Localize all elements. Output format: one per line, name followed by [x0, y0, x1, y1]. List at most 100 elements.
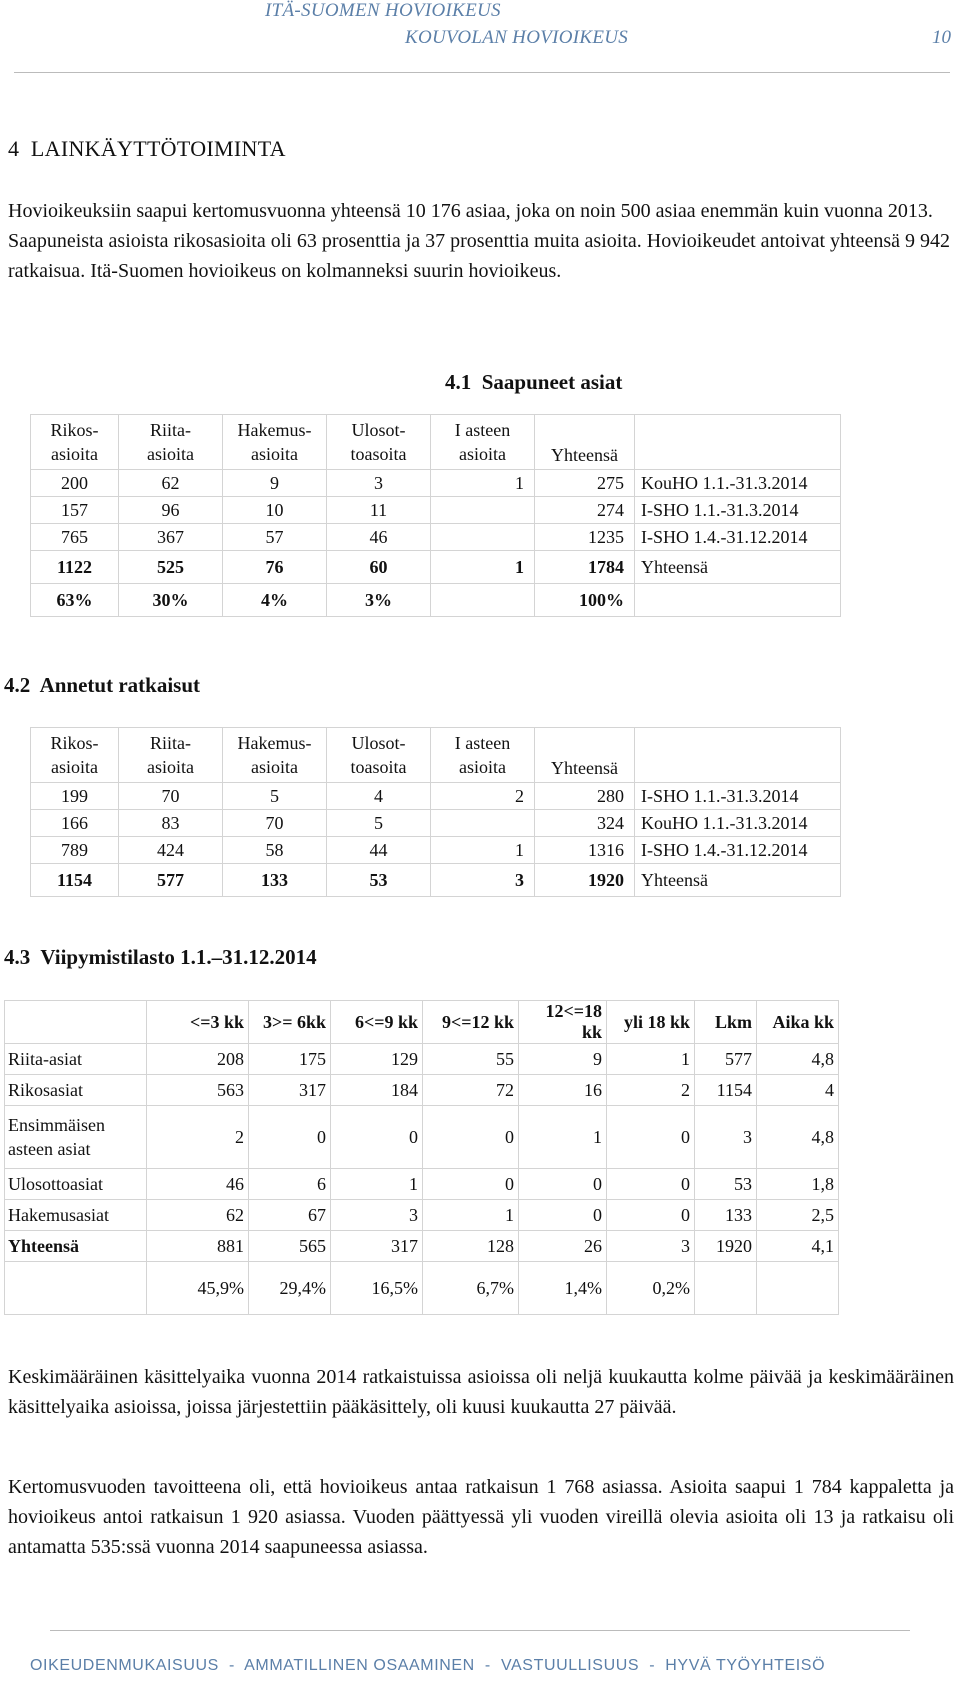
received-header-cell: I asteen asioita [430, 414, 535, 470]
received-header-cell: Yhteensä [534, 414, 635, 470]
received-cell: 275 [534, 469, 635, 497]
received-cell: 63% [30, 583, 119, 617]
received-cell: 1122 [30, 550, 119, 584]
footer-values: OIKEUDENMUKAISUUS - AMMATILLINEN OSAAMIN… [30, 1657, 826, 1674]
received-cell: Yhteensä [634, 550, 841, 584]
decisions-cell: 1316 [534, 836, 635, 864]
delay-cell: 184 [330, 1074, 423, 1106]
received-row: 765 367 57 46 1235 I-SHO 1.4.-31.12.2014 [30, 523, 841, 551]
decisions-cell: 1154 [30, 863, 119, 897]
decisions-header-cell: I asteen asioita [430, 727, 535, 783]
delay-row: Yhteensä 881 565 317 128 26 3 1920 4,1 [4, 1230, 839, 1262]
delay-percentage-cell: 6,7% [422, 1261, 519, 1315]
delay-cell: 0 [518, 1168, 607, 1200]
received-cell: KouHO 1.1.-31.3.2014 [634, 469, 841, 497]
decisions-row: 789 424 58 44 1 1316 I-SHO 1.4.-31.12.2014 [30, 836, 841, 864]
header-line-1: Ulosot- [351, 420, 406, 440]
received-heading: 4.1 Saapuneet asiat [445, 370, 623, 394]
received-row: 1122 525 76 60 1 1784 Yhteensä [30, 550, 841, 584]
decisions-cell: 424 [118, 836, 223, 864]
received-cell: I-SHO 1.1.-31.3.2014 [634, 496, 841, 524]
received-cell: 57 [222, 523, 327, 551]
received-cell: 62 [118, 469, 223, 497]
delay-cell: 3 [606, 1230, 695, 1262]
decisions-cell: 4 [326, 782, 431, 810]
decisions-cell: 5 [222, 782, 327, 810]
header-line-1: Rikos- [50, 733, 99, 753]
received-row: 63% 30% 4% 3% 100% [30, 583, 841, 617]
received-cell: 3 [326, 469, 431, 497]
delay-cell: 55 [422, 1043, 519, 1075]
intro-paragraph: Hovioikeuksiin saapui kertomusvuonna yht… [8, 200, 951, 282]
delay-cell: 2,5 [756, 1199, 839, 1231]
delay-cell: 2 [606, 1074, 695, 1106]
delay-cell: 175 [248, 1043, 331, 1075]
delay-header-blank [4, 1000, 147, 1044]
header-line-1: Riita- [150, 733, 191, 753]
decisions-cell: KouHO 1.1.-31.3.2014 [634, 809, 841, 837]
header-line-1: Hakemus- [237, 420, 312, 440]
delay-header-cell: 12<=18 kk [518, 1000, 607, 1044]
delay-header-cell: yli 18 kk [606, 1000, 695, 1044]
delay-cell: 4,1 [756, 1230, 839, 1262]
delay-percentage-cell: 16,5% [330, 1261, 423, 1315]
received-cell: 96 [118, 496, 223, 524]
delay-cell: 4 [756, 1074, 839, 1106]
received-row: 157 96 10 11 274 I-SHO 1.1.-31.3.2014 [30, 496, 841, 524]
delay-percentage-cell [756, 1261, 839, 1315]
decisions-cell: 789 [30, 836, 119, 864]
delay-cell: 16 [518, 1074, 607, 1106]
delay-cell: 317 [248, 1074, 331, 1106]
delay-row-label: Hakemusasiat [4, 1199, 147, 1231]
delay-cell: 0 [248, 1105, 331, 1169]
decisions-header-cell [634, 727, 841, 783]
header-line-1: Riita- [150, 420, 191, 440]
decisions-cell: 577 [118, 863, 223, 897]
delay-cell: 133 [694, 1199, 757, 1231]
decisions-row: 199 70 5 4 2 280 I-SHO 1.1.-31.3.2014 [30, 782, 841, 810]
decisions-heading: 4.2 Annetut ratkaisut [4, 673, 201, 697]
received-cell: 274 [534, 496, 635, 524]
target-paragraph: Kertomusvuoden tavoitteena oli, että hov… [8, 1476, 954, 1558]
delay-cell: 0 [330, 1105, 423, 1169]
delay-cell: 563 [146, 1074, 249, 1106]
delay-table: <=3 kk 3>= 6kk 6<=9 kk 9<=12 kk 12<=18 kk yli… [4, 1000, 839, 1315]
delay-cell: 1 [422, 1199, 519, 1231]
received-cell: 1 [430, 469, 535, 497]
delay-heading: 4.3 Viipymistilasto 1.1.–31.12.2014 [4, 945, 317, 969]
delay-cell: 0 [606, 1105, 695, 1169]
received-header-row: Rikos-asioita Riita-asioita Hakemus-asioit… [30, 414, 841, 470]
delay-row-label: Yhteensä [4, 1230, 147, 1262]
received-cell: 525 [118, 550, 223, 584]
received-cell: 11 [326, 496, 431, 524]
decisions-cell: 44 [326, 836, 431, 864]
received-cell: 4% [222, 583, 327, 617]
header-line-1: I asteen [454, 420, 511, 440]
delay-row-label: Riita-asiat [4, 1043, 147, 1075]
decisions-cell: 280 [534, 782, 635, 810]
decisions-header-cell: Rikos-asioita [30, 727, 119, 783]
delay-cell: 67 [248, 1199, 331, 1231]
decisions-cell [430, 809, 535, 837]
received-cell: 157 [30, 496, 119, 524]
delay-row-label: Ensimmäisen asteen asiat [4, 1105, 147, 1169]
decisions-cell: 70 [222, 809, 327, 837]
delay-row: Riita-asiat 208 175 129 55 9 1 577 4,8 [4, 1043, 839, 1075]
header-line-2: asioita [51, 444, 98, 464]
received-cell: 60 [326, 550, 431, 584]
decisions-cell: 199 [30, 782, 119, 810]
received-cell: 100% [534, 583, 635, 617]
delay-cell: 1,8 [756, 1168, 839, 1200]
header-line-1: Hakemus- [237, 733, 312, 753]
delay-cell: 2 [146, 1105, 249, 1169]
received-row: 200 62 9 3 1 275 KouHO 1.1.-31.3.2014 [30, 469, 841, 497]
delay-percentage-row: 45,9% 29,4% 16,5% 6,7% 1,4% 0,2% [4, 1261, 839, 1315]
header-court-name: ITÄ-SUOMEN HOVIOIKEUS [265, 0, 501, 21]
header-line-2: asioita [51, 757, 98, 777]
delay-cell: 208 [146, 1043, 249, 1075]
header-subcourt-name: KOUVOLAN HOVIOIKEUS [405, 27, 629, 48]
received-cell: 1235 [534, 523, 635, 551]
delay-cell: 0 [422, 1168, 519, 1200]
delay-percentage-cell: 0,2% [606, 1261, 695, 1315]
delay-cell: 1920 [694, 1230, 757, 1262]
